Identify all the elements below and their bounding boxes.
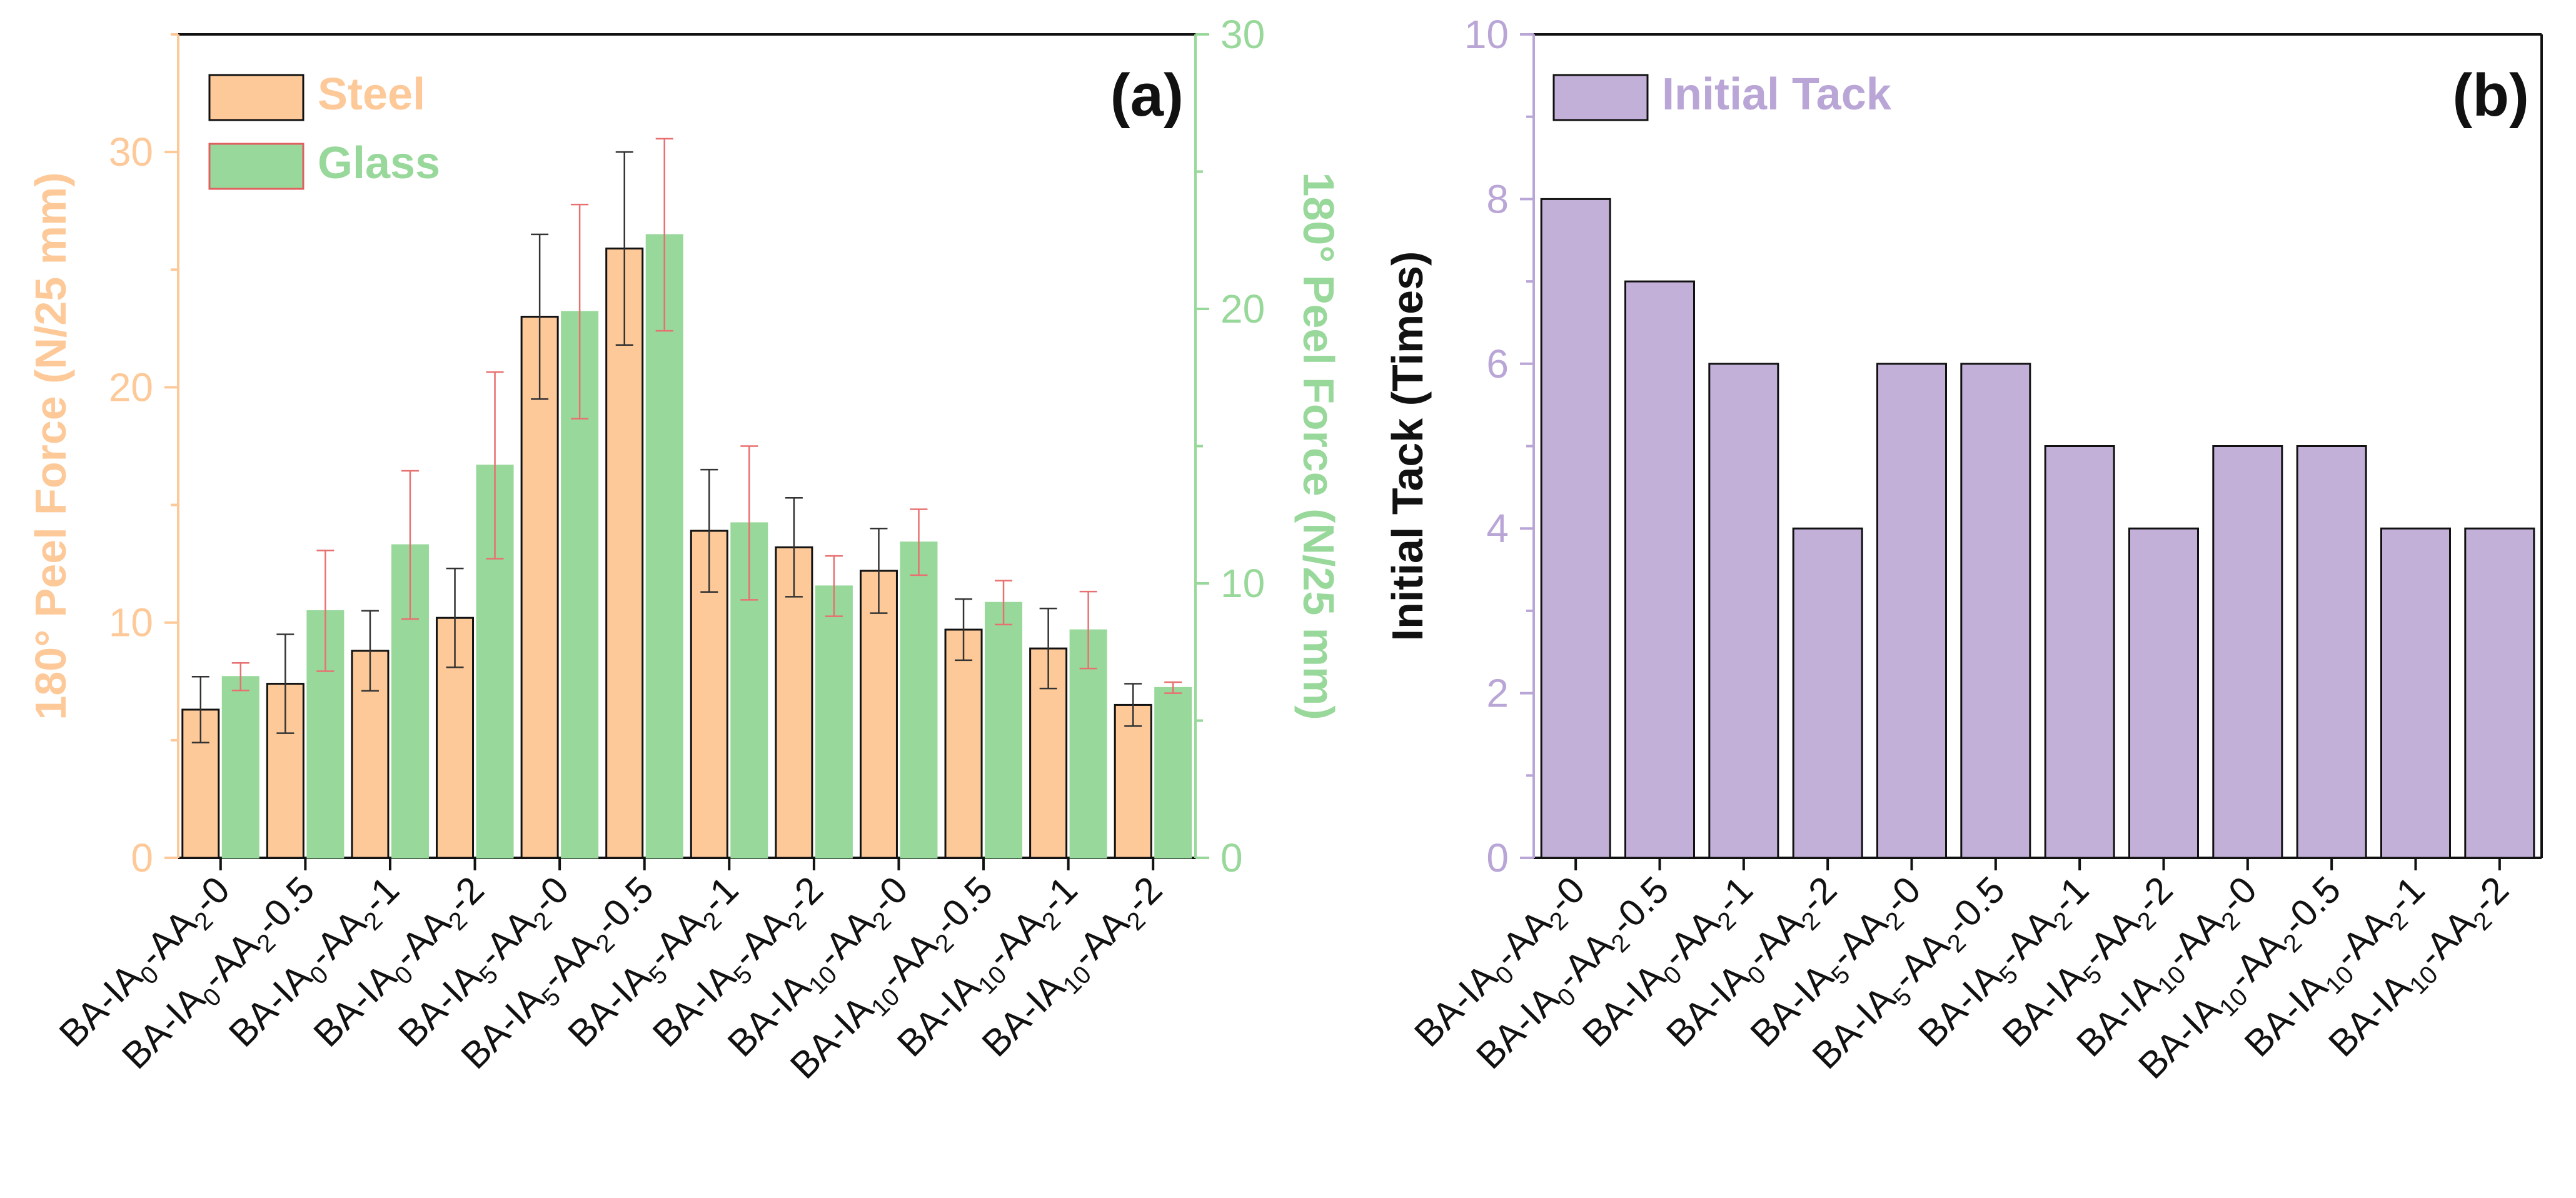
y-tick-label: 0 — [1486, 835, 1509, 880]
bar-initial-tack — [1708, 363, 1779, 859]
bar-initial-tack — [1876, 363, 1947, 859]
legend-swatch-initial-tack — [1552, 74, 1649, 121]
bar-initial-tack — [1792, 527, 1863, 859]
right-y-tick-label: 30 — [1220, 12, 1265, 57]
bar-steel — [775, 546, 813, 859]
left-y-tick-label: 0 — [131, 835, 153, 880]
bar-initial-tack — [1624, 280, 1695, 859]
bar-glass — [815, 585, 853, 858]
panel-label-b: (b) — [2452, 62, 2529, 129]
bar-steel — [520, 316, 559, 859]
right-y-tick-label: 20 — [1220, 286, 1265, 331]
left-y-tick-label: 30 — [109, 129, 153, 174]
bar-glass — [1154, 687, 1192, 858]
y-tick-label: 8 — [1486, 176, 1509, 221]
y-tick-label: 6 — [1486, 341, 1509, 386]
left-y-tick-label: 20 — [109, 365, 153, 410]
right-y-axis-title: 180° Peel Force (N/25 mm) — [1294, 172, 1343, 720]
legend-label-glass: Glass — [318, 138, 440, 188]
bar-initial-tack — [2212, 445, 2283, 859]
bar-initial-tack — [2296, 445, 2367, 859]
bar-initial-tack — [2380, 527, 2451, 859]
legend-label-steel: Steel — [318, 69, 425, 119]
bar-initial-tack — [1540, 198, 1611, 859]
bar-initial-tack — [2044, 445, 2115, 859]
y-axis-title: Initial Tack (Times) — [1383, 251, 1432, 642]
right-y-tick-label: 0 — [1220, 835, 1243, 880]
left-y-axis-title: 180° Peel Force (N/25 mm) — [26, 172, 75, 720]
legend-swatch-glass — [208, 143, 304, 190]
y-tick-label: 4 — [1486, 506, 1509, 551]
bar-steel — [1029, 647, 1068, 859]
right-y-tick-label: 10 — [1220, 561, 1265, 606]
bar-glass — [985, 602, 1023, 858]
bar-steel — [436, 617, 475, 859]
panel-a-peel-force-chart: 0 10 20 30 0 10 20 30 180° Peel Force (N/25 mm) 1… — [26, 12, 1343, 1087]
bar-glass — [645, 234, 683, 859]
legend-label-initial-tack: Initial Tack — [1662, 69, 1892, 119]
bar-glass — [900, 541, 938, 859]
bar-steel — [859, 570, 898, 859]
bar-glass — [221, 676, 259, 858]
bar-initial-tack — [2464, 527, 2535, 859]
left-y-tick-label: 10 — [109, 600, 153, 645]
panel-label-a: (a) — [1110, 62, 1184, 129]
y-tick-label: 10 — [1464, 12, 1509, 57]
y-tick-label: 2 — [1486, 671, 1509, 716]
legend-swatch-steel — [208, 74, 304, 121]
bar-steel — [1114, 703, 1152, 859]
bar-initial-tack — [1960, 363, 2031, 859]
bar-steel — [605, 247, 644, 859]
bar-steel — [944, 628, 983, 859]
bar-initial-tack — [2128, 527, 2199, 859]
